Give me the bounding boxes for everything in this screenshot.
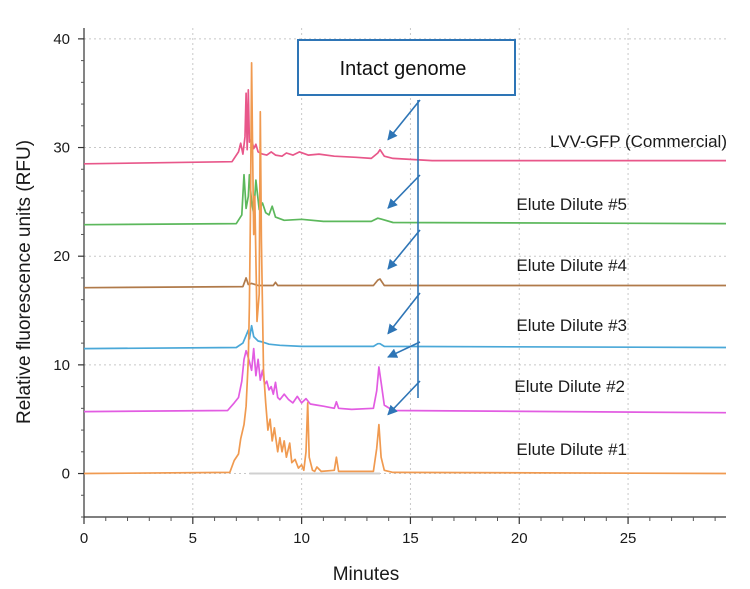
intact-genome-arrow-4 (387, 292, 421, 335)
series-label-6: Elute Dilute #1 (516, 440, 627, 459)
x-axis-title: Minutes (333, 564, 400, 585)
axis-ticks: 0 10 20 30 40 0 5 10 15 20 25 (53, 31, 716, 547)
x-tick-label: 25 (620, 530, 637, 547)
series-label-3: Elute Dilute #4 (516, 256, 627, 275)
plot-frame (83, 28, 726, 518)
series-line-1 (83, 89, 726, 165)
intact-genome-arrow-2 (387, 174, 421, 209)
intact-genome-arrow-5 (387, 341, 421, 358)
series-line-5 (83, 347, 727, 414)
series-labels: LVV-GFP (Commercial) Elute Dilute #5 Elute… (514, 132, 727, 459)
series-line-2 (83, 173, 727, 226)
series-layer (83, 61, 727, 475)
y-tick-label: 0 (62, 466, 70, 483)
y-tick-label: 30 (53, 140, 70, 157)
series-label-1: LVV-GFP (Commercial) (550, 132, 727, 151)
intact-genome-arrow-6 (387, 380, 421, 416)
series-line-4 (83, 324, 727, 350)
series-label-2: Elute Dilute #5 (516, 195, 627, 214)
x-tick-label: 5 (189, 530, 197, 547)
intact-genome-callout-box (297, 39, 516, 96)
series-label-4: Elute Dilute #3 (516, 316, 627, 335)
y-axis-title: Relative fluorescence units (RFU) (14, 140, 35, 424)
series-line-3 (83, 277, 726, 289)
intact-genome-arrow-3 (387, 229, 421, 270)
intact-genome-arrow-1 (387, 99, 421, 141)
grid-lines (83, 28, 726, 517)
y-tick-label: 10 (53, 357, 70, 374)
x-tick-label: 10 (293, 530, 310, 547)
y-tick-label: 40 (53, 31, 70, 48)
y-tick-label: 20 (53, 248, 70, 265)
annotation-arrows (387, 99, 421, 416)
intact-genome-callout-text: Intact genome (340, 58, 467, 80)
series-label-5: Elute Dilute #2 (514, 377, 625, 396)
series-line-6 (83, 61, 727, 475)
x-tick-label: 0 (80, 530, 88, 547)
x-tick-label: 20 (511, 530, 528, 547)
x-tick-label: 15 (402, 530, 419, 547)
